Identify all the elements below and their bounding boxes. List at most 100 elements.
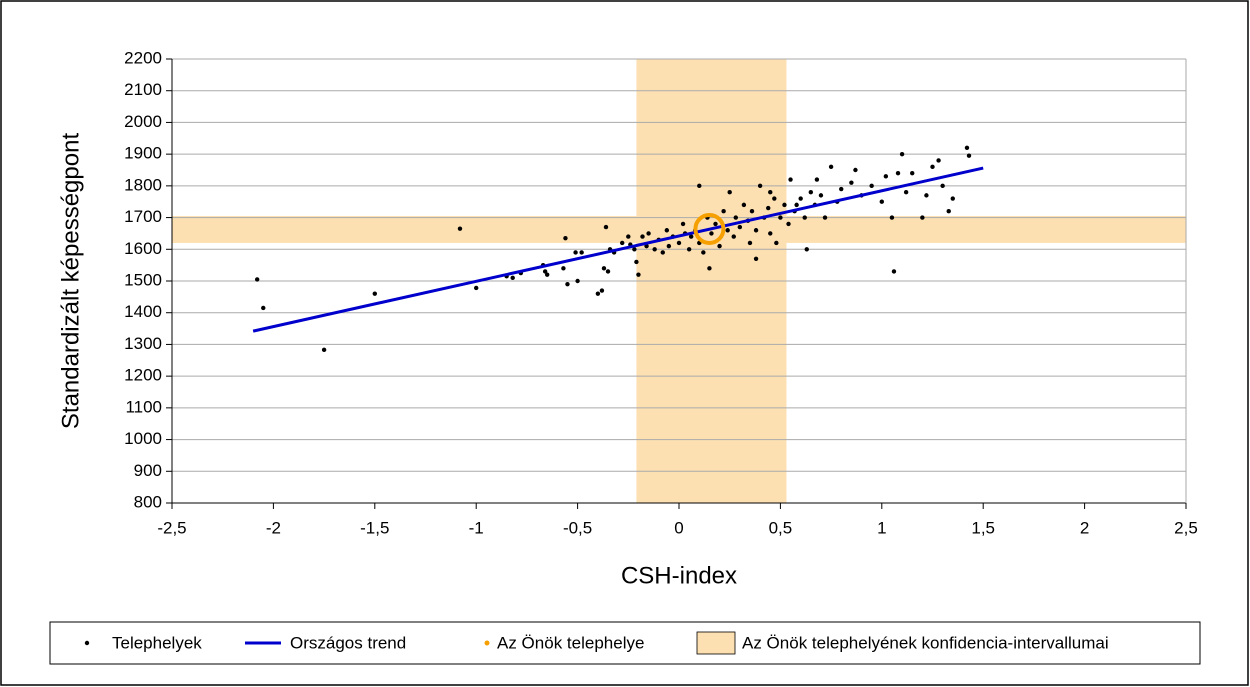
scatter-point (713, 221, 718, 227)
scatter-point (903, 190, 909, 195)
scatter-point (910, 170, 915, 176)
scatter-point (666, 243, 672, 249)
scatter-point (737, 224, 743, 230)
scatter-point (808, 190, 814, 195)
scatter-point (725, 228, 730, 233)
scatter-point (542, 269, 548, 274)
scatter-point (717, 243, 722, 249)
scatter-point (920, 215, 925, 220)
scatter-point (686, 247, 692, 252)
scatter-point (964, 145, 970, 150)
scatter-point (733, 215, 738, 220)
y-tick-label: 2000 (124, 112, 162, 131)
scatter-point (605, 269, 611, 274)
y-tick-label: 1500 (124, 270, 162, 289)
scatter-point (768, 231, 773, 236)
scatter-point (741, 202, 747, 208)
scatter-point (786, 221, 791, 227)
scatter-point (822, 215, 828, 220)
scatter-point (626, 234, 631, 239)
scatter-point (676, 240, 682, 246)
scatter-point (474, 285, 479, 291)
y-tick-label: 1900 (124, 144, 162, 163)
scatter-point (599, 288, 605, 293)
y-tick-label: 1800 (124, 175, 162, 194)
scatter-point (946, 209, 951, 214)
scatter-point (579, 250, 584, 255)
scatter-point (930, 164, 935, 170)
scatter-point (701, 250, 706, 255)
x-axis-title: CSH-index (621, 562, 737, 589)
scatter-point (697, 183, 702, 189)
scatter-point (853, 167, 858, 173)
scatter-point (457, 226, 463, 231)
scatter-point (646, 231, 651, 236)
legend-label: Országos trend (290, 633, 406, 652)
x-tick-label: -1 (469, 518, 484, 537)
scatter-point (640, 234, 645, 239)
scatter-point (688, 234, 694, 239)
scatter-point (804, 247, 809, 252)
scatter-point (794, 202, 799, 208)
scatter-point (889, 215, 895, 220)
scatter-point (254, 277, 260, 282)
scatter-point (966, 153, 972, 158)
x-tick-label: 0,5 (769, 518, 793, 537)
scatter-point (563, 235, 568, 241)
plot-area: 800 900 1000 1100 1200 1300 1400 1500 1600 1700 18… (124, 48, 1198, 537)
y-tick-label: 1300 (124, 334, 162, 353)
scatter-point (575, 278, 580, 284)
scatter-point (561, 266, 566, 271)
scatter-point (634, 259, 639, 265)
y-tick-label: 1200 (124, 366, 162, 385)
y-tick-label: 1100 (125, 397, 162, 416)
scatter-point (950, 196, 955, 201)
scatter-point (652, 247, 657, 252)
scatter-point (883, 174, 889, 179)
confidence-band-y (172, 215, 1186, 243)
scatter-point (766, 205, 771, 211)
scatter-point (899, 151, 905, 157)
scatter-point (603, 224, 609, 230)
x-tick-label: -1,5 (360, 518, 389, 537)
y-tick-label: 900 (134, 461, 162, 480)
scatter-point (601, 266, 607, 271)
scatter-point (632, 247, 637, 252)
scatter-point (747, 240, 753, 246)
x-tick-label: 0 (674, 518, 683, 537)
scatter-point (757, 183, 763, 189)
y-axis-title: Standardizált képességpont (57, 133, 84, 430)
x-tick-label: -2,5 (157, 518, 186, 537)
y-tick-label: 1600 (124, 239, 162, 258)
x-tick-label: 2 (1080, 518, 1089, 537)
scatter-point (709, 231, 714, 236)
scatter-point (721, 209, 726, 214)
y-tick-label: 1700 (124, 207, 162, 226)
y-tick-label: 1000 (124, 429, 162, 448)
scatter-point (753, 256, 759, 261)
scatter-point (774, 240, 779, 246)
scatter-point (891, 269, 897, 274)
legend-marker (696, 631, 736, 655)
x-tick-label: -0,5 (563, 518, 592, 537)
scatter-point (924, 193, 929, 198)
scatter-point (544, 272, 550, 277)
scatter-point (839, 186, 844, 192)
scatter-point (595, 291, 601, 296)
x-tick-label: 2,5 (1174, 518, 1198, 537)
y-tick-label: 800 (134, 492, 162, 511)
scatter-point (321, 347, 327, 353)
x-tick-label: -2 (266, 518, 281, 537)
scatter-point (510, 275, 515, 281)
scatter-point (936, 158, 941, 163)
scatter-point (372, 291, 377, 296)
own-site-marker (693, 212, 726, 245)
scatter-point (778, 215, 783, 220)
scatter-point (802, 215, 807, 220)
y-tick-label: 1400 (124, 302, 162, 321)
scatter-point (573, 250, 578, 255)
scatter-point (620, 240, 625, 246)
scatter-point (828, 164, 834, 170)
